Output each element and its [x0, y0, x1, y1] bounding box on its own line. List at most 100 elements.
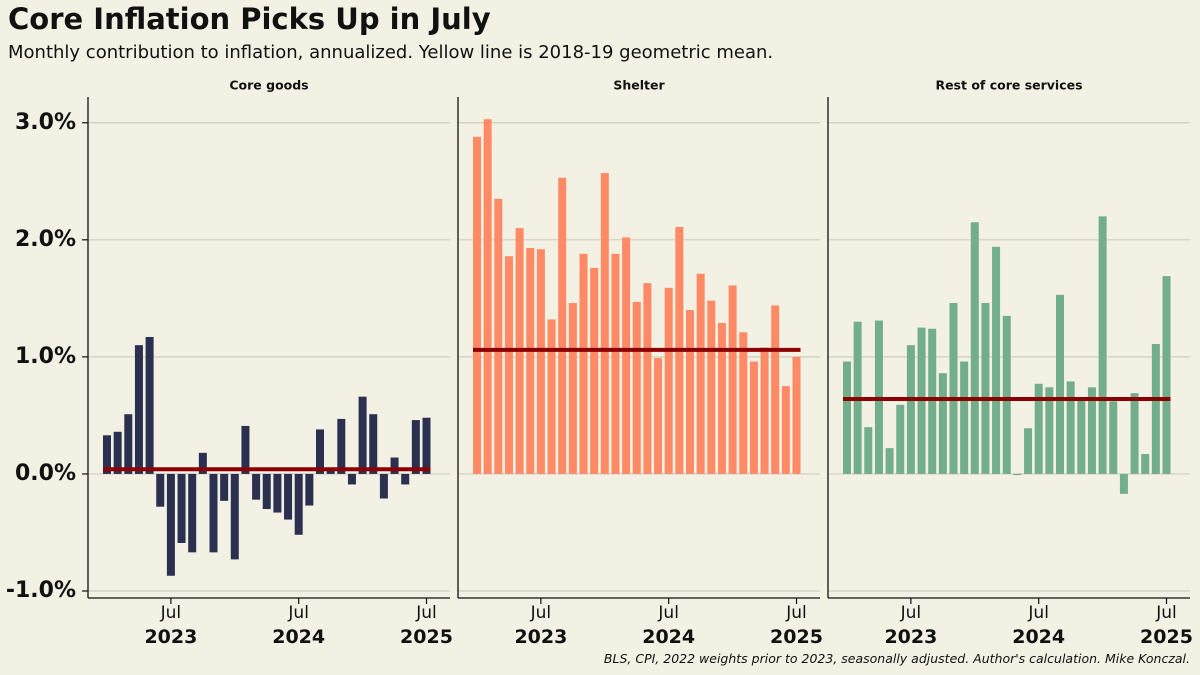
- bar: [896, 404, 905, 474]
- panel-title: Core goods: [229, 78, 308, 93]
- bar: [241, 425, 250, 474]
- bar: [771, 305, 780, 474]
- bar: [843, 361, 851, 474]
- source: BLS, CPI, 2022 weights prior to 2023, se…: [603, 651, 1190, 666]
- bar: [981, 303, 990, 474]
- bar: [885, 448, 894, 474]
- bar: [1151, 343, 1160, 474]
- bar: [262, 473, 271, 510]
- bar: [600, 173, 609, 474]
- bar: [960, 361, 969, 474]
- bar: [177, 473, 186, 543]
- bar: [358, 396, 367, 474]
- bar: [156, 473, 165, 507]
- bar: [536, 249, 545, 474]
- bar: [643, 283, 652, 474]
- bar: [252, 473, 261, 500]
- bar: [696, 273, 705, 474]
- x-tick-label: Jul 2023: [514, 603, 568, 648]
- bar: [305, 473, 314, 506]
- bar: [579, 253, 588, 474]
- bar: [654, 358, 663, 474]
- bar: [1034, 383, 1043, 474]
- bar: [347, 473, 356, 485]
- bar: [504, 256, 513, 474]
- bar: [906, 345, 915, 474]
- bar: [632, 301, 641, 474]
- bar: [547, 319, 556, 474]
- bar: [622, 237, 631, 474]
- bar: [411, 420, 420, 474]
- bar: [1066, 381, 1075, 474]
- bar: [326, 470, 335, 474]
- bar: [134, 345, 143, 474]
- bar: [390, 457, 399, 474]
- bar: [707, 300, 716, 474]
- bar: [970, 222, 979, 474]
- bar: [379, 473, 388, 499]
- bar: [864, 427, 873, 474]
- x-tick-label: Jul 2023: [144, 603, 198, 648]
- x-tick-label: Jul 2025: [1140, 603, 1193, 648]
- bar: [1119, 473, 1128, 494]
- bar: [1141, 454, 1150, 474]
- bar: [728, 285, 737, 474]
- x-tick-label: Jul 2025: [770, 603, 823, 648]
- bar: [928, 328, 937, 474]
- bar: [1013, 473, 1022, 476]
- bar: [749, 361, 758, 474]
- bar: [949, 303, 958, 474]
- bar: [739, 332, 748, 474]
- x-tick-label: Jul 2025: [400, 603, 453, 648]
- bar: [473, 136, 481, 474]
- bar: [145, 336, 154, 474]
- bar: [938, 373, 947, 474]
- bar: [1162, 276, 1171, 474]
- bar: [526, 248, 535, 474]
- bar: [166, 473, 175, 576]
- bar: [664, 287, 673, 474]
- bar: [611, 253, 620, 474]
- bar: [230, 473, 239, 560]
- bar: [220, 473, 229, 501]
- bar: [1002, 315, 1011, 474]
- bar: [1109, 401, 1118, 474]
- subtitle: Monthly contribution to inflation, annua…: [8, 42, 774, 63]
- bar: [284, 473, 293, 520]
- bar: [369, 414, 378, 474]
- bar: [483, 119, 492, 474]
- y-tick-label: 3.0%: [15, 110, 76, 135]
- bar: [124, 414, 133, 474]
- bar: [1056, 294, 1064, 474]
- y-tick-label: 1.0%: [15, 344, 76, 369]
- bar: [103, 435, 111, 474]
- panel-title: Shelter: [613, 78, 665, 93]
- bar: [273, 473, 282, 513]
- bar: [188, 473, 197, 553]
- bar: [294, 473, 303, 535]
- bar: [494, 198, 503, 474]
- x-tick-label: Jul 2024: [272, 603, 326, 648]
- bar: [422, 417, 431, 474]
- x-tick-label: Jul 2023: [884, 603, 938, 648]
- bar: [717, 322, 726, 474]
- bar: [113, 431, 122, 474]
- bar: [209, 473, 218, 553]
- x-tick-label: Jul 2024: [642, 603, 696, 648]
- bar: [1077, 399, 1086, 474]
- y-tick-label: 2.0%: [15, 227, 76, 252]
- bar: [401, 473, 410, 485]
- bar: [686, 310, 694, 474]
- bar: [1098, 216, 1107, 474]
- bar: [316, 429, 324, 474]
- bar: [337, 418, 346, 474]
- bar: [1024, 428, 1033, 474]
- bar: [198, 452, 207, 474]
- x-tick-label: Jul 2024: [1012, 603, 1066, 648]
- bar: [792, 356, 801, 474]
- bar: [590, 267, 599, 474]
- bar: [1130, 393, 1139, 474]
- panel-title: Rest of core services: [935, 78, 1082, 93]
